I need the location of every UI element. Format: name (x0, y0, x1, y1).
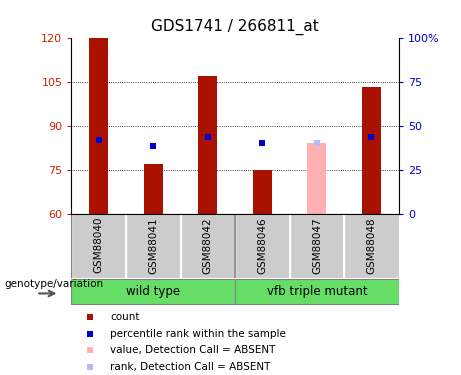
FancyBboxPatch shape (71, 279, 235, 304)
FancyBboxPatch shape (290, 214, 344, 278)
Bar (89, 38, 108, 214)
Text: vfb triple mutant: vfb triple mutant (266, 285, 367, 298)
FancyBboxPatch shape (71, 214, 126, 278)
Text: wild type: wild type (126, 285, 180, 298)
Bar (198, 76, 218, 214)
FancyBboxPatch shape (235, 214, 290, 278)
Text: GSM88040: GSM88040 (94, 217, 104, 273)
Text: genotype/variation: genotype/variation (5, 279, 104, 289)
Text: GSM88041: GSM88041 (148, 217, 158, 274)
Title: GDS1741 / 266811_at: GDS1741 / 266811_at (151, 18, 319, 35)
Bar (144, 164, 163, 214)
Text: GSM88048: GSM88048 (366, 217, 377, 274)
Text: GSM88042: GSM88042 (203, 217, 213, 274)
Bar (253, 170, 272, 214)
FancyBboxPatch shape (126, 214, 181, 278)
Text: count: count (110, 312, 140, 322)
FancyBboxPatch shape (181, 214, 235, 278)
Text: percentile rank within the sample: percentile rank within the sample (110, 329, 286, 339)
Text: GSM88047: GSM88047 (312, 217, 322, 274)
Bar (307, 143, 326, 214)
FancyBboxPatch shape (235, 279, 399, 304)
Text: rank, Detection Call = ABSENT: rank, Detection Call = ABSENT (110, 362, 271, 372)
FancyBboxPatch shape (344, 214, 399, 278)
Text: GSM88046: GSM88046 (257, 217, 267, 274)
Bar (362, 87, 381, 214)
Text: value, Detection Call = ABSENT: value, Detection Call = ABSENT (110, 345, 276, 355)
